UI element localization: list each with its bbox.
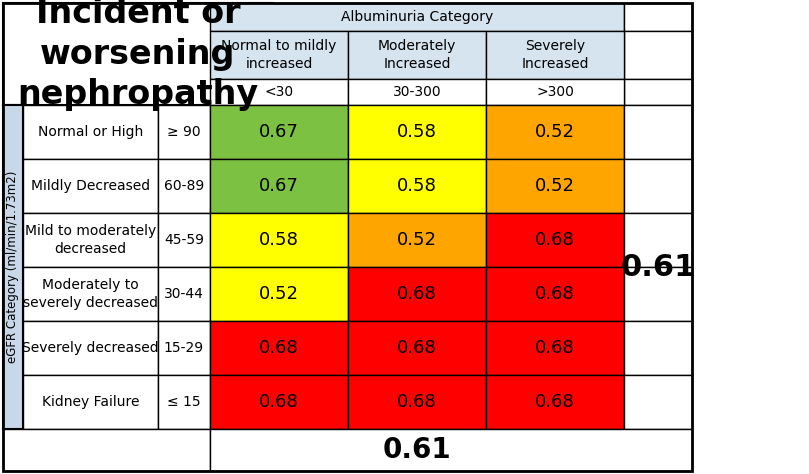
- Text: 0.52: 0.52: [535, 177, 575, 195]
- Text: 0.67: 0.67: [259, 123, 299, 141]
- Text: 0.58: 0.58: [397, 177, 437, 195]
- Bar: [624, 267, 692, 321]
- Bar: [348, 267, 486, 321]
- Bar: [624, 321, 692, 375]
- Bar: [486, 105, 624, 159]
- Bar: [486, 375, 624, 429]
- Bar: [210, 79, 348, 105]
- Bar: [158, 267, 210, 321]
- Bar: [486, 79, 624, 105]
- Text: 0.67: 0.67: [259, 177, 299, 195]
- Text: 15-29: 15-29: [164, 341, 204, 355]
- Bar: [486, 159, 624, 213]
- Text: eGFR Category (ml/min/1.73m2): eGFR Category (ml/min/1.73m2): [6, 171, 19, 363]
- Bar: [158, 159, 210, 213]
- Text: 0.61: 0.61: [383, 436, 451, 464]
- Text: 0.61: 0.61: [621, 253, 696, 282]
- Bar: [348, 375, 486, 429]
- Text: Severely
Increased: Severely Increased: [521, 39, 589, 71]
- Bar: [210, 3, 624, 31]
- Text: Kidney Failure: Kidney Failure: [42, 395, 139, 409]
- Bar: [210, 429, 692, 471]
- Text: ≤ 15: ≤ 15: [167, 395, 201, 409]
- Bar: [210, 321, 348, 375]
- Text: 0.68: 0.68: [259, 393, 299, 411]
- Bar: [486, 321, 624, 375]
- Bar: [23, 375, 158, 429]
- Text: ≥ 90: ≥ 90: [167, 125, 201, 139]
- Text: Incident or
worsening
nephropathy: Incident or worsening nephropathy: [18, 0, 259, 111]
- Bar: [210, 105, 348, 159]
- Text: Mildly Decreased: Mildly Decreased: [31, 179, 150, 193]
- Text: >300: >300: [536, 85, 574, 99]
- Bar: [210, 31, 348, 79]
- Text: 0.58: 0.58: [259, 231, 299, 249]
- Text: 0.52: 0.52: [535, 123, 575, 141]
- Bar: [624, 105, 692, 159]
- Bar: [348, 213, 486, 267]
- Text: Mild to moderately
decreased: Mild to moderately decreased: [25, 224, 156, 255]
- Bar: [158, 321, 210, 375]
- Bar: [348, 159, 486, 213]
- Bar: [23, 213, 158, 267]
- Bar: [158, 105, 210, 159]
- Bar: [210, 375, 348, 429]
- Bar: [210, 159, 348, 213]
- Bar: [486, 31, 624, 79]
- Bar: [3, 429, 210, 471]
- Text: 0.68: 0.68: [397, 339, 437, 357]
- Bar: [348, 79, 486, 105]
- Text: Severely decreased: Severely decreased: [22, 341, 159, 355]
- Bar: [23, 159, 158, 213]
- Text: Moderately
Increased: Moderately Increased: [378, 39, 456, 71]
- Text: 0.52: 0.52: [397, 231, 437, 249]
- Bar: [348, 31, 486, 79]
- Text: 45-59: 45-59: [164, 233, 204, 247]
- Bar: [624, 3, 692, 31]
- Text: 30-300: 30-300: [392, 85, 442, 99]
- Text: 0.58: 0.58: [397, 123, 437, 141]
- Bar: [3, 3, 273, 105]
- Bar: [158, 213, 210, 267]
- Bar: [3, 105, 23, 429]
- Bar: [158, 375, 210, 429]
- Text: 0.68: 0.68: [535, 285, 575, 303]
- Bar: [3, 3, 692, 471]
- Text: 0.68: 0.68: [535, 339, 575, 357]
- Text: <30: <30: [265, 85, 294, 99]
- Bar: [624, 79, 692, 105]
- Bar: [348, 105, 486, 159]
- Text: Moderately to
severely decreased: Moderately to severely decreased: [23, 278, 158, 310]
- Text: 0.68: 0.68: [259, 339, 299, 357]
- Text: 0.68: 0.68: [535, 231, 575, 249]
- Bar: [23, 267, 158, 321]
- Text: 0.68: 0.68: [535, 393, 575, 411]
- Bar: [348, 321, 486, 375]
- Text: Normal or High: Normal or High: [38, 125, 143, 139]
- Bar: [210, 267, 348, 321]
- Bar: [486, 267, 624, 321]
- Text: 0.68: 0.68: [397, 393, 437, 411]
- Bar: [210, 213, 348, 267]
- Bar: [3, 3, 692, 471]
- Bar: [486, 213, 624, 267]
- Text: 0.52: 0.52: [259, 285, 299, 303]
- Bar: [624, 159, 692, 213]
- Bar: [23, 105, 158, 159]
- Text: Albuminuria Category: Albuminuria Category: [341, 10, 493, 24]
- Bar: [624, 31, 692, 79]
- Text: 0.68: 0.68: [397, 285, 437, 303]
- Text: Normal to mildly
increased: Normal to mildly increased: [222, 39, 337, 71]
- Text: 30-44: 30-44: [164, 287, 204, 301]
- Bar: [23, 321, 158, 375]
- Text: 60-89: 60-89: [164, 179, 204, 193]
- Bar: [624, 375, 692, 429]
- Bar: [624, 213, 692, 267]
